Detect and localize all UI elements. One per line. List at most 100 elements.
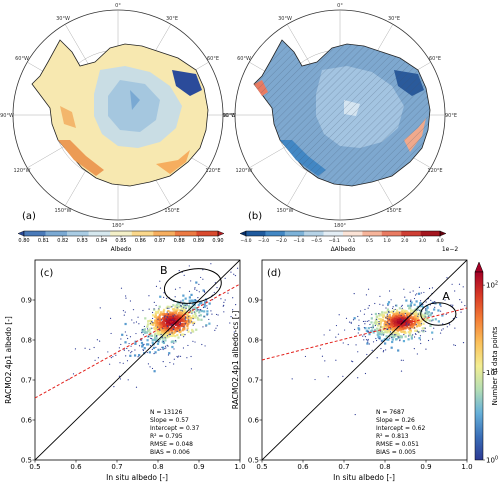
- scatter-point: [151, 311, 154, 314]
- density-cell: [149, 327, 152, 330]
- density-cell: [190, 309, 193, 313]
- scatter-point: [194, 287, 196, 289]
- density-cell: [402, 326, 405, 329]
- cb-tick: 0.81: [38, 238, 49, 244]
- scatter-point: [183, 274, 185, 276]
- density-cell: [419, 320, 423, 323]
- density-cell: [164, 313, 167, 316]
- scatter-point: [363, 339, 365, 341]
- scatter-point: [362, 335, 364, 337]
- svg-text:180°: 180°: [334, 223, 347, 229]
- density-cell: [182, 333, 185, 336]
- scatter-point: [147, 363, 150, 365]
- density-cell: [182, 317, 185, 321]
- density-cell: [415, 313, 418, 317]
- regression-line: [262, 307, 467, 361]
- density-cell: [364, 327, 367, 330]
- density-cell: [381, 339, 384, 342]
- scatter-point: [379, 303, 381, 305]
- density-cell: [178, 314, 181, 317]
- scatter-point: [379, 330, 382, 332]
- density-cell: [146, 323, 150, 326]
- density-cell: [177, 320, 180, 323]
- density-cell: [171, 334, 174, 338]
- scatter-point: [463, 249, 464, 250]
- density-cell: [437, 320, 440, 323]
- scatter-point: [380, 326, 382, 328]
- density-cell: [409, 324, 412, 327]
- stat-intercept: Intercept = 0.62: [376, 425, 425, 432]
- stat-bias: BIAS = 0.005: [376, 449, 416, 456]
- scatter-point: [364, 308, 366, 311]
- scatter-point: [131, 319, 133, 321]
- density-cell: [410, 322, 414, 326]
- scatter-point: [417, 331, 420, 333]
- scatter-point: [214, 329, 216, 331]
- density-cell: [160, 331, 164, 334]
- density-cell: [376, 330, 379, 333]
- scatter-point: [155, 285, 158, 287]
- scatter-point: [368, 320, 370, 322]
- density-cell: [386, 302, 390, 306]
- density-cell: [153, 370, 156, 373]
- tick-marks: [259, 299, 468, 463]
- cb-tick: 2.0: [401, 238, 408, 244]
- density-cell: [441, 314, 444, 317]
- density-cell: [178, 309, 181, 312]
- scatter-point: [190, 280, 192, 282]
- density-cell: [147, 320, 150, 323]
- scatter-point: [409, 327, 411, 329]
- density-cell: [155, 336, 158, 339]
- scatter-point: [389, 337, 391, 339]
- scatter-point: [187, 344, 189, 347]
- density-cell: [148, 351, 151, 354]
- density-cell: [178, 311, 181, 315]
- density-cell: [390, 335, 393, 338]
- scatter-point: [372, 341, 375, 343]
- y-axis-label: RACMO2.4p1 albedo [-]: [4, 316, 13, 404]
- density-cell: [424, 319, 427, 323]
- scatter-point: [166, 316, 168, 318]
- colorbar-albedo-swatches: [17, 230, 225, 238]
- density-cell: [386, 331, 389, 334]
- density-cell: [186, 324, 189, 327]
- density-cell: [413, 303, 416, 306]
- density-cell: [175, 312, 178, 315]
- svg-text:0°: 0°: [337, 3, 343, 9]
- density-cell: [379, 319, 383, 323]
- density-cell: [154, 339, 158, 342]
- scatter-point: [335, 336, 337, 338]
- scatter-point: [378, 320, 380, 323]
- density-cell: [160, 321, 163, 325]
- density-cell: [380, 326, 384, 329]
- density-cell: [196, 318, 200, 321]
- scatter-point: [439, 332, 442, 334]
- stat-n: N = 13126: [150, 409, 183, 416]
- density-cell: [153, 308, 156, 311]
- scatter-point: [408, 335, 410, 337]
- density-cell: [378, 337, 381, 340]
- density-cell: [392, 309, 396, 312]
- scatter-point: [224, 277, 226, 279]
- scatter-point: [185, 316, 187, 318]
- scatter-point: [200, 276, 202, 279]
- svg-text:30°E: 30°E: [388, 16, 400, 22]
- density-cell: [382, 331, 385, 335]
- scatter-point: [156, 334, 158, 337]
- scatter-point: [153, 352, 155, 355]
- density-cell: [419, 322, 422, 326]
- density-cell: [133, 354, 137, 357]
- scatter-point: [367, 307, 369, 309]
- scatter-point: [151, 348, 153, 350]
- scatter-point: [162, 341, 165, 343]
- scatter-point: [387, 304, 389, 306]
- density-cell: [417, 324, 420, 327]
- scatter-point: [444, 299, 446, 301]
- density-cell: [176, 321, 180, 324]
- cb-tick: 0.80: [18, 238, 29, 244]
- density-cell: [421, 327, 424, 330]
- colorbar-difference-exponent: 1e−2: [442, 246, 459, 253]
- scatter-point: [350, 322, 352, 324]
- x-tick: 0.7: [111, 463, 122, 471]
- scatter-point: [420, 292, 422, 294]
